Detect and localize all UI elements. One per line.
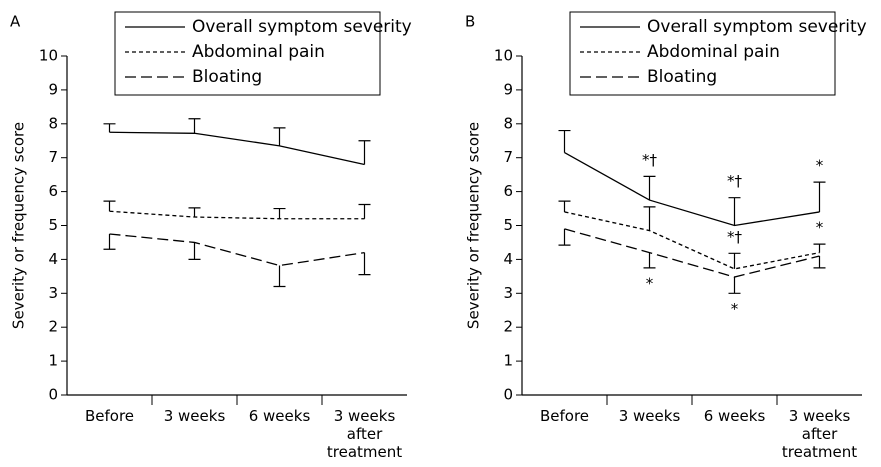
- annotation: *: [646, 274, 654, 292]
- y-tick-label: 3: [48, 284, 58, 302]
- y-tick-label: 5: [48, 216, 58, 234]
- y-tick-label: 2: [48, 318, 58, 336]
- series-line: [564, 228, 820, 278]
- y-axis-label: Severity or frequency score: [465, 122, 483, 329]
- y-tick-label: 9: [48, 80, 58, 98]
- series-line: [109, 131, 365, 166]
- legend-box: [114, 11, 381, 96]
- y-tick-label: 6: [48, 182, 58, 200]
- error-bar: [103, 123, 116, 133]
- y-tick-label: 7: [48, 148, 58, 166]
- series-line: [564, 152, 820, 227]
- panel-label: A: [10, 13, 21, 31]
- y-tick-label: 1: [503, 352, 513, 370]
- y-tick-label: 0: [48, 386, 58, 404]
- y-tick-label: 2: [503, 318, 513, 336]
- y-tick-label: 8: [503, 114, 513, 132]
- y-tick-label: 7: [503, 148, 513, 166]
- error-bar: [358, 140, 371, 165]
- x-tick-label: 3 weeks: [618, 407, 681, 425]
- annotation: *: [816, 219, 824, 237]
- error-bar: [103, 200, 116, 212]
- y-tick-label: 4: [48, 250, 58, 268]
- error-bar: [273, 265, 286, 288]
- y-tick-label: 8: [48, 114, 58, 132]
- error-bar: [813, 256, 826, 269]
- error-bar: [188, 207, 201, 218]
- x-tick-label: Before: [539, 407, 590, 425]
- y-tick-label: 10: [39, 47, 58, 65]
- annotation: *: [731, 300, 739, 318]
- annotation: *: [816, 157, 824, 175]
- error-bar: [813, 243, 826, 253]
- error-bar: [728, 197, 741, 226]
- error-bar: [188, 242, 201, 260]
- y-tick-label: 10: [494, 47, 513, 65]
- annotation: *†: [727, 228, 743, 246]
- error-bar: [643, 175, 656, 201]
- legend-label: Bloating: [647, 67, 717, 87]
- legend-label: Bloating: [192, 67, 262, 87]
- y-tick-label: 1: [48, 352, 58, 370]
- panel-label: B: [465, 13, 475, 31]
- error-bar: [728, 252, 741, 269]
- y-tick-label: 5: [503, 216, 513, 234]
- error-bar: [643, 206, 656, 231]
- y-tick-label: 6: [503, 182, 513, 200]
- y-tick-label: 0: [503, 386, 513, 404]
- series-line: [109, 210, 365, 220]
- series-line: [564, 211, 820, 270]
- legend-label: Abdominal pain: [647, 42, 780, 62]
- x-tick-label: 6 weeks: [703, 407, 766, 425]
- x-tick-label: 6 weeks: [248, 407, 311, 425]
- error-bar: [558, 129, 571, 153]
- series-line: [109, 233, 365, 267]
- error-bar: [358, 203, 371, 219]
- legend-label: Overall symptom severity: [647, 17, 867, 37]
- y-tick-label: 4: [503, 250, 513, 268]
- legend-label: Overall symptom severity: [192, 17, 412, 37]
- error-bar: [558, 200, 571, 212]
- error-bar: [643, 252, 656, 269]
- error-bar: [558, 228, 571, 246]
- y-axis-label: Severity or frequency score: [10, 122, 28, 329]
- x-tick-label: 3 weeks after treatment: [781, 407, 858, 461]
- error-bar: [273, 127, 286, 146]
- annotation: *†: [642, 151, 658, 169]
- error-bar: [103, 233, 116, 250]
- error-bar: [813, 181, 826, 212]
- x-tick-label: 3 weeks after treatment: [326, 407, 403, 461]
- error-bar: [273, 207, 286, 219]
- error-bar: [728, 277, 741, 294]
- legend-box: [569, 11, 836, 96]
- y-tick-label: 3: [503, 284, 513, 302]
- error-bar: [188, 118, 201, 134]
- error-bar: [358, 252, 371, 276]
- x-tick-label: 3 weeks: [163, 407, 226, 425]
- legend-label: Abdominal pain: [192, 42, 325, 62]
- y-tick-label: 9: [503, 80, 513, 98]
- annotation: *†: [727, 172, 743, 190]
- x-tick-label: Before: [84, 407, 135, 425]
